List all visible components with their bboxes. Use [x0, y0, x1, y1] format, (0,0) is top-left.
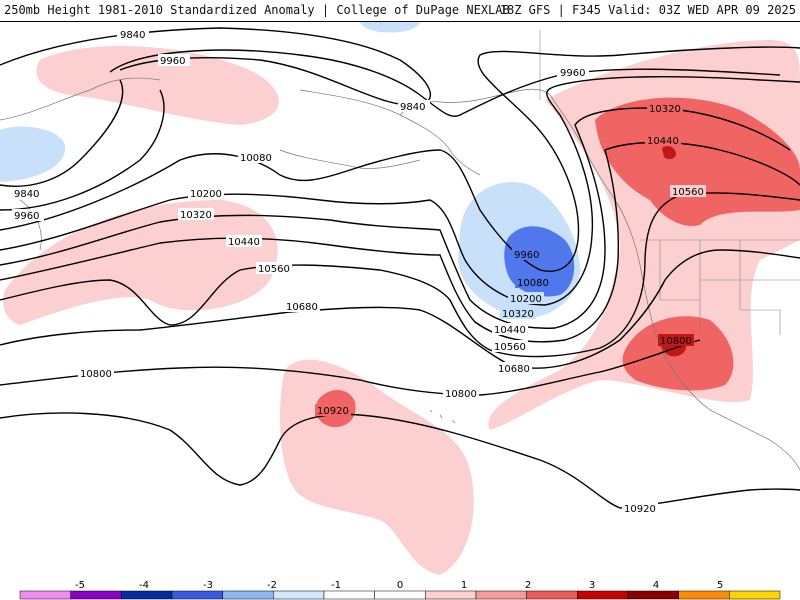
- colorbar-swatch: [475, 590, 527, 600]
- anomaly-map: 9840 9960 9840 9960 9840 9960 10080 1020…: [0, 22, 800, 575]
- contour-label: 10680: [286, 302, 318, 313]
- colorbar-tick-label: 4: [653, 580, 659, 591]
- coastline-hawaii: [429, 409, 456, 424]
- colorbar-swatch: [577, 590, 629, 600]
- contour-label: 10080: [240, 153, 272, 164]
- contour-label: 10560: [672, 187, 704, 198]
- contour-10680: [0, 249, 800, 369]
- contour-label: 10800: [80, 369, 112, 380]
- anomaly-positive-bering: [36, 46, 279, 125]
- valid-time-label: 18Z GFS | F345 Valid: 03Z WED APR 09 202…: [499, 3, 796, 17]
- contour-label: 9960: [560, 68, 585, 79]
- header-bar: 250mb Height 1981-2010 Standardized Anom…: [0, 0, 800, 22]
- colorbar-tick-label: 2: [525, 580, 531, 591]
- contour-label: 10920: [317, 406, 349, 417]
- contour-9960-west: [0, 89, 165, 211]
- anomaly-negative-top: [360, 22, 420, 33]
- contour-label: 9960: [514, 250, 539, 261]
- colorbar-swatch: [19, 590, 71, 600]
- contour-label: 10560: [494, 342, 526, 353]
- contour-10560: [0, 192, 800, 358]
- contour-label: 9840: [120, 30, 145, 41]
- coastline-bc: [549, 94, 800, 471]
- colorbar-swatch: [171, 590, 223, 600]
- colorbar-swatch: [627, 590, 679, 600]
- colorbar-tick-label: 1: [461, 580, 467, 591]
- colorbar-tick-label: -1: [331, 580, 341, 591]
- contour-9840-upper: [0, 27, 432, 107]
- coastline-aleutians: [279, 149, 421, 169]
- contour-10800: [0, 339, 701, 396]
- contour-label: 10320: [649, 104, 681, 115]
- contour-label: 10680: [498, 364, 530, 375]
- contour-label: 10800: [660, 336, 692, 347]
- colorbar-tick-label: 3: [589, 580, 595, 591]
- colorbar-tick-label: -2: [267, 580, 277, 591]
- contour-label: 10440: [228, 237, 260, 248]
- colorbar-swatch: [323, 590, 375, 600]
- colorbar-swatch: [526, 590, 578, 600]
- contour-label: 10440: [494, 325, 526, 336]
- colorbar-swatches: [19, 590, 781, 600]
- colorbar-tick-label: -3: [203, 580, 213, 591]
- contour-label: 10080: [517, 278, 549, 289]
- contour-label: 10200: [190, 189, 222, 200]
- colorbar: -5 -4 -3 -2 -1 0 1 2 3 4 5: [0, 578, 800, 600]
- contour-label: 9840: [400, 102, 425, 113]
- contour-label: 10320: [180, 210, 212, 221]
- colorbar-swatch: [121, 590, 173, 600]
- colorbar-swatch: [729, 590, 781, 600]
- chart-title: 250mb Height 1981-2010 Standardized Anom…: [4, 3, 510, 17]
- colorbar-tick-label: 5: [717, 580, 723, 591]
- colorbar-tick-label: -5: [75, 580, 85, 591]
- contour-label: 10320: [502, 309, 534, 320]
- colorbar-swatch: [70, 590, 122, 600]
- colorbar-tick-label: 0: [397, 580, 403, 591]
- contour-label: 10200: [510, 294, 542, 305]
- anomaly-positive-west-pacific: [3, 200, 278, 325]
- anomaly-negative-kamchatka: [0, 126, 66, 182]
- anomaly-extreme-positive-bc: [662, 145, 676, 160]
- contour-10920: [0, 412, 800, 509]
- colorbar-swatch: [273, 590, 325, 600]
- border-states: [659, 240, 800, 335]
- contour-9960-upper: [109, 49, 781, 117]
- contour-label: 9960: [160, 56, 185, 67]
- contour-label: 10800: [445, 389, 477, 400]
- contour-label: 10920: [624, 504, 656, 515]
- colorbar-tick-label: -4: [139, 580, 149, 591]
- colorbar-ticks: -5 -4 -3 -2 -1 0 1 2 3 4 5: [75, 580, 723, 591]
- contour-label: 10560: [258, 264, 290, 275]
- contour-9840-west: [0, 79, 124, 187]
- colorbar-swatch: [425, 590, 477, 600]
- political-borders: [539, 30, 800, 335]
- contour-label: 9840: [14, 189, 39, 200]
- contour-label: 10440: [647, 136, 679, 147]
- colorbar-swatch: [374, 590, 426, 600]
- contour-labels: 9840 9960 9840 9960 9840 9960 10080 1020…: [12, 28, 706, 515]
- colorbar-swatch: [678, 590, 730, 600]
- coastlines: [0, 77, 800, 471]
- contour-label: 9960: [14, 211, 39, 222]
- colorbar-swatch: [222, 590, 274, 600]
